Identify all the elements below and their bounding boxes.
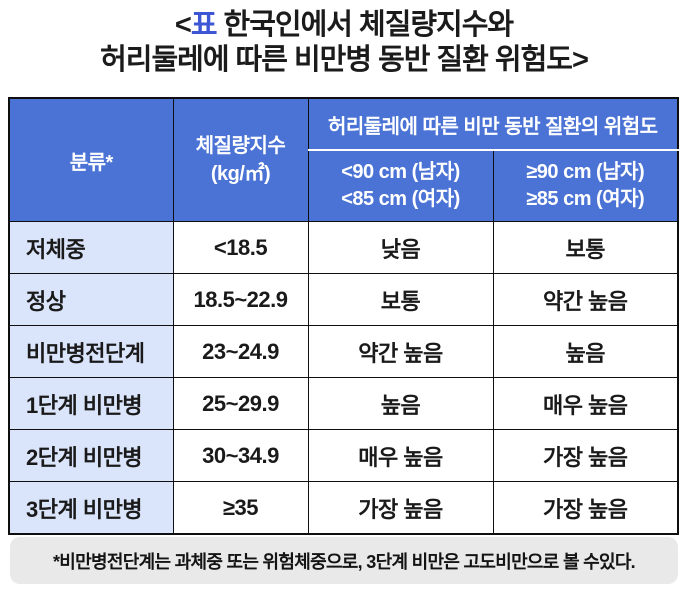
risk-over-cell: 높음 <box>492 325 679 378</box>
title-open-bracket: < <box>174 9 192 41</box>
waist-over-female: ≥85 cm (여자) <box>526 188 645 210</box>
bmi-cell: ≥35 <box>172 481 309 535</box>
table-row: 비만병전단계 23~24.9 약간 높음 높음 <box>8 325 679 378</box>
risk-over-cell: 가장 높음 <box>492 481 679 535</box>
risk-over-cell: 약간 높음 <box>492 273 679 326</box>
risk-under-cell: 낮음 <box>307 221 494 274</box>
bmi-cell: 30~34.9 <box>172 429 309 482</box>
title-line-1: <표 한국인에서 체질량지수와 <box>0 8 688 43</box>
risk-under-cell: 높음 <box>307 377 494 430</box>
risk-under-cell: 보통 <box>307 273 494 326</box>
risk-over-cell: 보통 <box>492 221 679 274</box>
header-bmi-label: 체질량지수 <box>195 135 286 157</box>
header-cell-waist-over: ≥90 cm (남자) ≥85 cm (여자) <box>492 149 679 222</box>
header-cell-waist-under: <90 cm (남자) <85 cm (여자) <box>307 149 494 222</box>
header-cell-category: 분류* <box>8 97 174 222</box>
title-table-tag: 표 <box>190 9 218 41</box>
category-cell: 3단계 비만병 <box>8 481 174 535</box>
table-row: 2단계 비만병 30~34.9 매우 높음 가장 높음 <box>8 429 679 482</box>
waist-over-male: ≥90 cm (남자) <box>526 161 645 183</box>
category-cell: 비만병전단계 <box>8 325 174 378</box>
risk-under-cell: 가장 높음 <box>307 481 494 535</box>
category-cell: 저체중 <box>8 221 174 274</box>
table-row: 3단계 비만병 ≥35 가장 높음 가장 높음 <box>8 481 679 535</box>
table-row: 1단계 비만병 25~29.9 높음 매우 높음 <box>8 377 679 430</box>
obesity-risk-table: 분류* 체질량지수 (kg/㎡) 허리둘레에 따른 비만 동반 질환의 위험도 <… <box>8 97 679 535</box>
risk-under-cell: 약간 높음 <box>307 325 494 378</box>
risk-over-cell: 가장 높음 <box>492 429 679 482</box>
table-row: 저체중 <18.5 낮음 보통 <box>8 221 679 274</box>
risk-over-cell: 매우 높음 <box>492 377 679 430</box>
category-cell: 1단계 비만병 <box>8 377 174 430</box>
footnote: *비만병전단계는 과체중 또는 위험체중으로, 3단계 비만은 고도비만으로 볼… <box>10 537 678 584</box>
page-title: <표 한국인에서 체질량지수와 허리둘레에 따른 비만병 동반 질환 위험도> <box>0 8 688 78</box>
bmi-cell: 23~24.9 <box>172 325 309 378</box>
category-cell: 정상 <box>8 273 174 326</box>
header-cell-waist-group: 허리둘레에 따른 비만 동반 질환의 위험도 <box>307 97 679 151</box>
header-bmi-unit: (kg/㎡) <box>210 163 271 185</box>
risk-under-cell: 매우 높음 <box>307 429 494 482</box>
bmi-cell: 25~29.9 <box>172 377 309 430</box>
header-row-sub: <90 cm (남자) <85 cm (여자) ≥90 cm (남자) ≥85 cm… <box>9 149 679 222</box>
header-cell-bmi: 체질량지수 (kg/㎡) <box>172 97 309 222</box>
waist-under-male: <90 cm (남자) <box>341 161 460 183</box>
bmi-cell: <18.5 <box>172 221 309 274</box>
title-line-2: 허리둘레에 따른 비만병 동반 질환 위험도> <box>100 44 589 76</box>
table-row: 정상 18.5~22.9 보통 약간 높음 <box>8 273 679 326</box>
header-row-top: 분류* 체질량지수 (kg/㎡) 허리둘레에 따른 비만 동반 질환의 위험도 <box>8 97 679 222</box>
bmi-cell: 18.5~22.9 <box>172 273 309 326</box>
title-line1-text: 한국인에서 체질량지수와 <box>216 9 515 41</box>
category-cell: 2단계 비만병 <box>8 429 174 482</box>
waist-under-female: <85 cm (여자) <box>341 188 460 210</box>
